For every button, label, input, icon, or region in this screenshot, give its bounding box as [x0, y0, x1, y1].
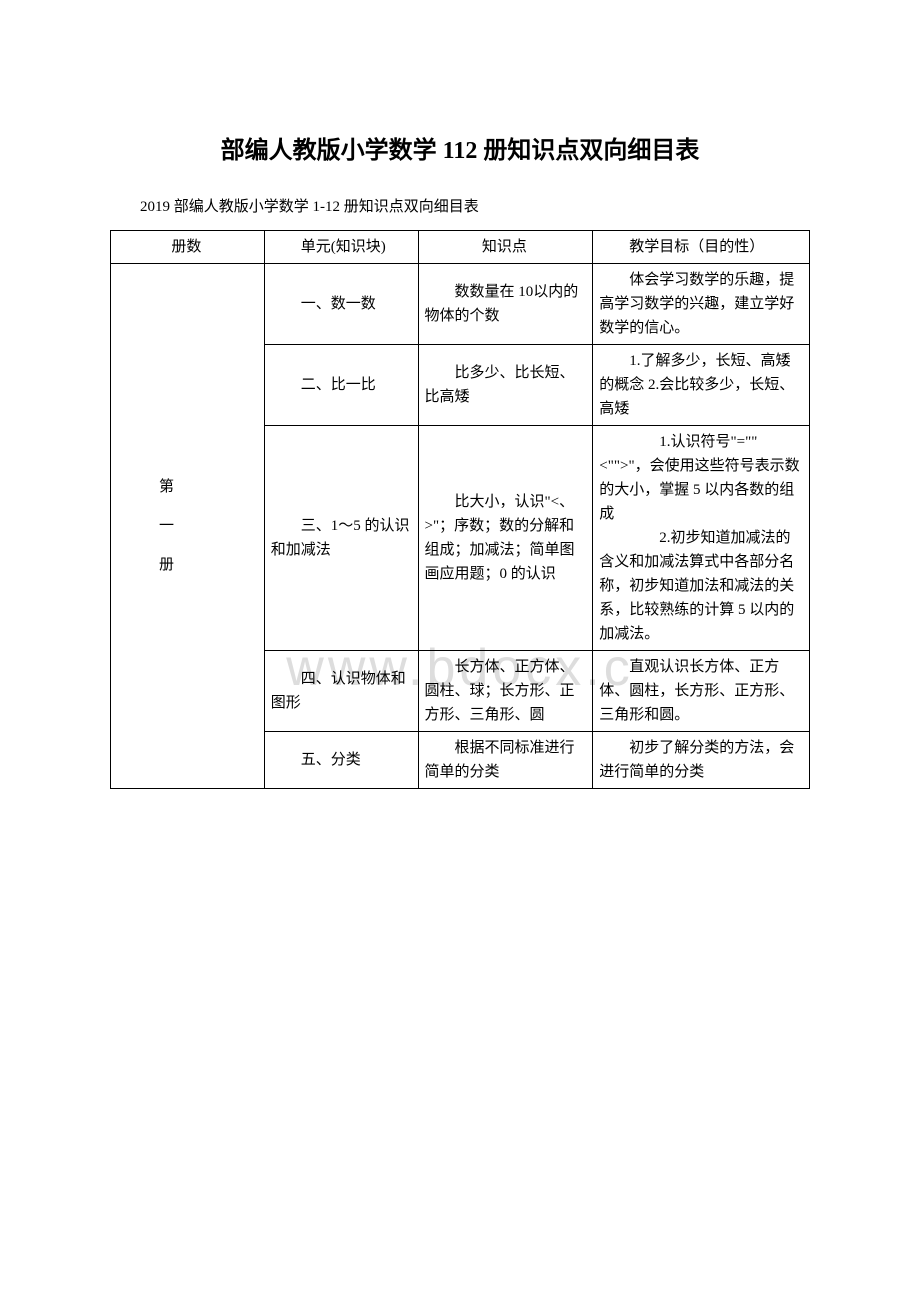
volume-char-3: 册 [159, 557, 174, 573]
unit-cell: 五、分类 [264, 732, 418, 789]
volume-char-2: 一 [159, 518, 174, 534]
point-cell: 比大小，认识"<、>"；序数；数的分解和组成；加减法；简单图画应用题；0 的认识 [418, 426, 593, 651]
goal-cell: 1.认识符号"=""<"">"，会使用这些符号表示数的大小，掌握 5 以内各数的… [593, 426, 810, 651]
page-subtitle: 2019 部编人教版小学数学 1-12 册知识点双向细目表 [110, 195, 810, 216]
header-point: 知识点 [418, 231, 593, 264]
unit-cell: 一、数一数 [264, 264, 418, 345]
point-cell: 长方体、正方体、圆柱、球；长方形、正方形、三角形、圆 [418, 651, 593, 732]
page-title: 部编人教版小学数学 112 册知识点双向细目表 [110, 130, 810, 165]
volume-cell: 第 一 册 [111, 264, 265, 789]
unit-cell: 四、认识物体和图形 [264, 651, 418, 732]
goal-cell: 直观认识长方体、正方体、圆柱，长方形、正方形、三角形和圆。 [593, 651, 810, 732]
volume-char-1: 第 [159, 479, 174, 495]
unit-cell: 二、比一比 [264, 345, 418, 426]
goal-p1: 1.认识符号"=""<"">"，会使用这些符号表示数的大小，掌握 5 以内各数的… [599, 430, 801, 526]
point-cell: 根据不同标准进行简单的分类 [418, 732, 593, 789]
goal-cell: 体会学习数学的乐趣，提高学习数学的兴趣，建立学好数学的信心。 [593, 264, 810, 345]
knowledge-table: 册数 单元(知识块) 知识点 教学目标（目的性） 第 一 册 一、数一数 数数量… [110, 230, 810, 789]
unit-cell: 三、1～5 的认识和加减法 [264, 426, 418, 651]
goal-cell: 初步了解分类的方法，会进行简单的分类 [593, 732, 810, 789]
goal-cell: 1.了解多少，长短、高矮的概念 2.会比较多少，长短、高矮 [593, 345, 810, 426]
header-goal: 教学目标（目的性） [593, 231, 810, 264]
table-row: 第 一 册 一、数一数 数数量在 10以内的物体的个数 体会学习数学的乐趣，提高… [111, 264, 810, 345]
header-unit: 单元(知识块) [264, 231, 418, 264]
point-cell: 比多少、比长短、比高矮 [418, 345, 593, 426]
table-header-row: 册数 单元(知识块) 知识点 教学目标（目的性） [111, 231, 810, 264]
point-cell: 数数量在 10以内的物体的个数 [418, 264, 593, 345]
goal-p2: 2.初步知道加减法的含义和加减法算式中各部分名称，初步知道加法和减法的关系，比较… [599, 526, 801, 646]
header-volume: 册数 [111, 231, 265, 264]
